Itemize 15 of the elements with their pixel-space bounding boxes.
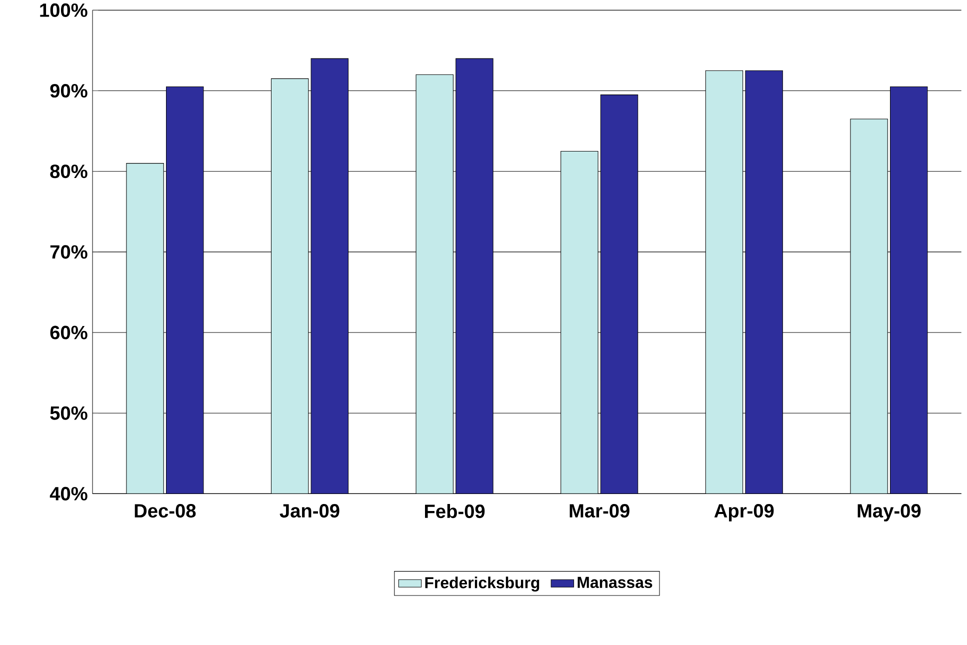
legend-label: Fredericksburg bbox=[425, 576, 540, 592]
x-tick-label: May-09 bbox=[858, 504, 921, 522]
y-tick-label: 50% bbox=[50, 406, 88, 420]
y-tick-label: 40% bbox=[50, 487, 88, 501]
y-tick-label: 90% bbox=[50, 84, 88, 98]
y-tick-label: 60% bbox=[50, 326, 88, 340]
x-tick-label: Mar-09 bbox=[570, 504, 630, 518]
y-tick-label: 70% bbox=[50, 245, 88, 259]
x-tick-label: Apr-09 bbox=[714, 504, 774, 522]
y-tick-label: 80% bbox=[50, 164, 88, 178]
legend-label: Manassas bbox=[578, 577, 652, 588]
x-tick-label: Feb-09 bbox=[425, 504, 485, 518]
x-tick-label: Jan-09 bbox=[280, 504, 340, 518]
y-tick-label: 100% bbox=[40, 4, 88, 18]
x-tick-label: Dec-08 bbox=[134, 504, 196, 518]
